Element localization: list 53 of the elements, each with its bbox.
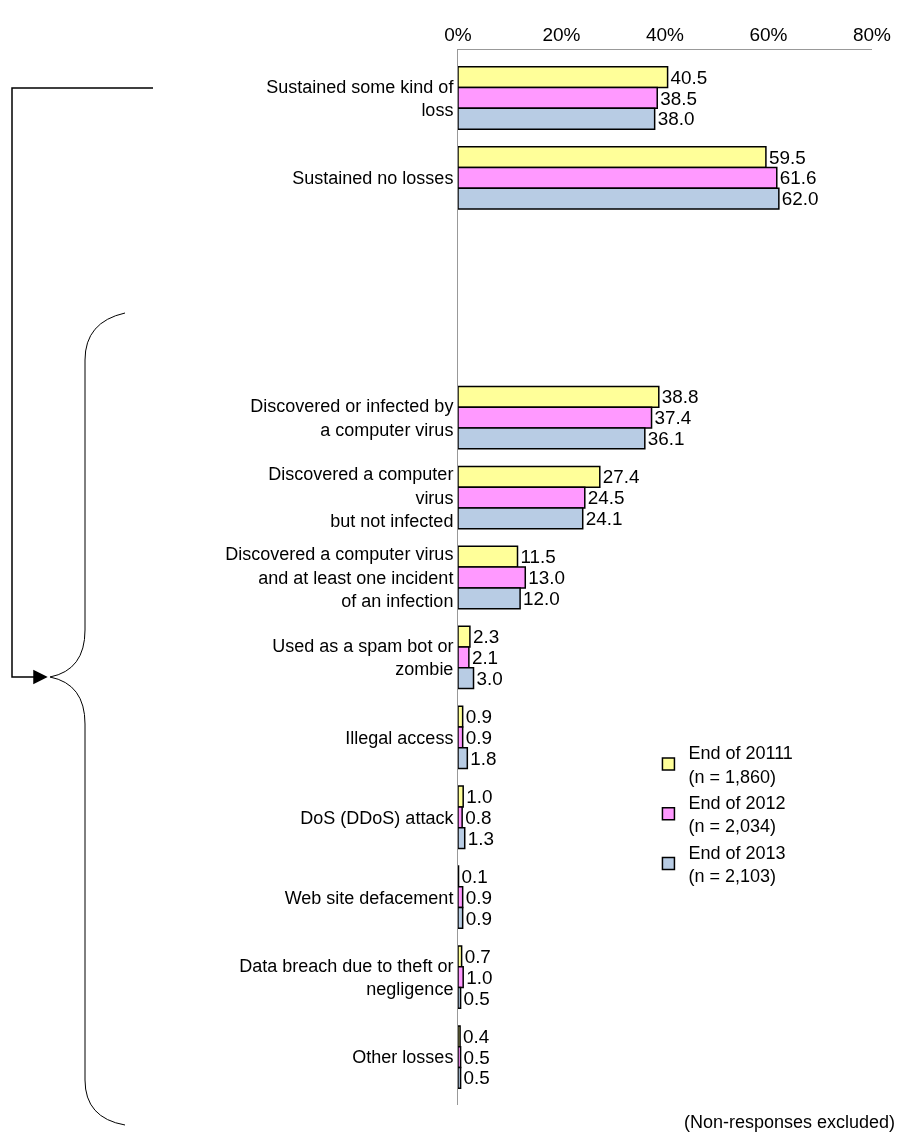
- data-label: 40.5: [670, 66, 708, 88]
- data-label: 0.5: [463, 987, 490, 1009]
- legend-label: End of 2012 (n = 2,034): [688, 793, 786, 837]
- y-tick-label: Used as a spam bot or zombie: [272, 636, 454, 680]
- data-label: 0.9: [465, 886, 492, 908]
- data-label: 0.5: [463, 1067, 490, 1089]
- data-label: 0.9: [465, 726, 492, 748]
- data-label: 36.1: [647, 428, 685, 450]
- data-label: 2.1: [471, 647, 499, 669]
- data-label: 38.0: [657, 108, 695, 130]
- y-tick-label: Data breach due to theft or negligence: [239, 955, 454, 1000]
- data-label: 1.0: [466, 966, 493, 988]
- data-label: 24.1: [585, 507, 623, 529]
- data-label: 37.4: [654, 407, 692, 429]
- x-tick-label: 20%: [542, 24, 581, 46]
- data-label: 11.5: [520, 546, 556, 568]
- x-tick-label: 0%: [444, 24, 472, 46]
- data-label: 1.0: [466, 786, 493, 808]
- data-label: 0.9: [465, 907, 492, 929]
- legend-label: End of 20111 (n = 1,860): [688, 743, 793, 787]
- data-label: 38.5: [660, 87, 697, 109]
- data-label: 12.0: [523, 587, 560, 609]
- data-label: 24.5: [587, 487, 625, 509]
- data-label: 0.5: [463, 1046, 490, 1068]
- data-label: 0.9: [465, 706, 492, 728]
- y-tick-label: Sustained no losses: [292, 168, 454, 189]
- data-label: 62.0: [781, 188, 819, 210]
- data-label: 0.7: [464, 945, 491, 967]
- text: (Non-responses excluded): [684, 1112, 896, 1132]
- y-tick-label: Discovered a computer virus but not infected: [268, 464, 454, 532]
- y-tick-label: Discovered or infected by a computer virus: [250, 396, 454, 440]
- y-tick-label: DoS (DDoS) attack: [300, 807, 455, 828]
- y-tick-label: Sustained some kind of loss: [266, 76, 455, 120]
- data-label: 3.0: [476, 667, 503, 689]
- x-tick-label: 80%: [852, 24, 892, 46]
- data-label: 0.8: [465, 806, 492, 828]
- legend-label: End of 2013 (n = 2,103): [688, 842, 786, 887]
- data-label: 13.0: [528, 567, 566, 589]
- y-tick-label: Other losses: [352, 1047, 454, 1068]
- data-label: 0.4: [463, 1025, 490, 1047]
- x-tick-label: 40%: [645, 24, 685, 46]
- data-label: 0.1: [461, 866, 488, 888]
- y-tick-label: Illegal access: [345, 727, 454, 748]
- y-tick-label: Discovered a computer virus and at least one incident of an infection: [225, 544, 454, 612]
- data-label: 1.3: [467, 827, 494, 849]
- data-label: 59.5: [768, 146, 806, 168]
- data-label: 38.8: [661, 386, 699, 408]
- y-tick-label: Web site defacement: [284, 887, 454, 908]
- data-label: 1.8: [470, 747, 497, 769]
- x-tick-label: 60%: [749, 24, 788, 46]
- data-label: 2.3: [472, 626, 500, 648]
- data-label: 27.4: [602, 466, 640, 488]
- data-label: 61.6: [779, 167, 817, 189]
